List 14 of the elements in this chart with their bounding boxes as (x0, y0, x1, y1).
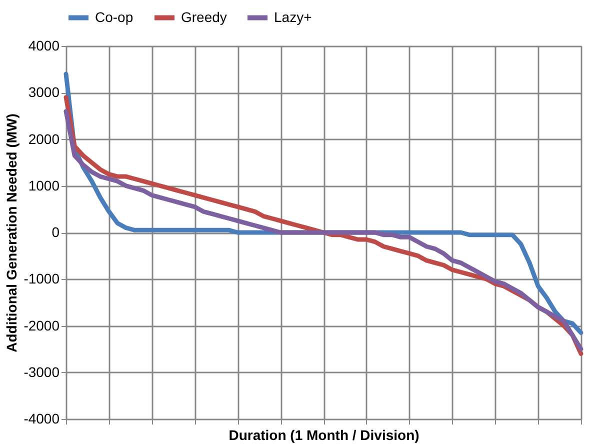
x-axis-title: Duration (1 Month / Division) (228, 427, 420, 443)
y-tick-label: -1000 (24, 270, 60, 287)
y-axis-title: Additional Generation Needed (MW) (4, 114, 20, 352)
y-tick-label: -2000 (24, 317, 60, 334)
y-tick-label: -4000 (24, 410, 60, 426)
y-tick-label: -3000 (24, 364, 60, 380)
y-tick-label: 1000 (28, 177, 60, 194)
y-tick-label: 3000 (28, 84, 60, 100)
legend-label: Greedy (181, 8, 227, 25)
legend-label: Co-op (95, 8, 134, 25)
y-tick-label: 0 (52, 224, 60, 240)
y-tick-label: 2000 (28, 130, 60, 147)
y-tick-label: 4000 (28, 38, 60, 54)
legend-label: Lazy+ (274, 8, 312, 25)
